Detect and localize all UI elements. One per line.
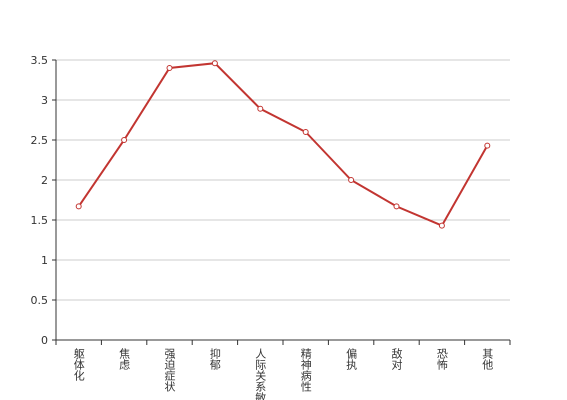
x-tick-label: 敌对 xyxy=(390,347,403,370)
point xyxy=(121,137,128,143)
point xyxy=(393,203,400,210)
y-tick-label: 1 xyxy=(41,254,48,267)
point xyxy=(75,203,82,210)
x-tick-label: 焦虑 xyxy=(118,348,131,370)
x-tick-label: 抑郁 xyxy=(208,347,221,370)
point xyxy=(438,222,445,229)
y-tick-label: 3 xyxy=(41,94,48,107)
point xyxy=(211,60,218,67)
point xyxy=(166,65,173,71)
y-tick-label: 2.5 xyxy=(31,134,49,147)
x-tick-label: 人际关系敏 xyxy=(254,348,267,400)
x-tick-label: 其他 xyxy=(481,348,494,370)
x-tick-label: 精神病性 xyxy=(299,348,312,393)
y-tick-label: 2 xyxy=(41,174,48,187)
line xyxy=(77,62,489,227)
x-tick-label: 躯体化 xyxy=(72,348,85,382)
point xyxy=(257,105,264,112)
point xyxy=(302,129,309,135)
x-tick-label: 偏执 xyxy=(345,347,358,371)
point xyxy=(348,177,355,183)
x-tick-label: 恐怖 xyxy=(435,348,448,370)
y-tick-label: 1.5 xyxy=(31,214,49,227)
point xyxy=(484,142,491,149)
y-tick-label: 3.5 xyxy=(31,54,49,67)
y-tick-label: 0 xyxy=(41,334,48,347)
x-tick-label: 强迫症状 xyxy=(163,348,176,392)
y-tick-label: 0.5 xyxy=(31,294,49,307)
